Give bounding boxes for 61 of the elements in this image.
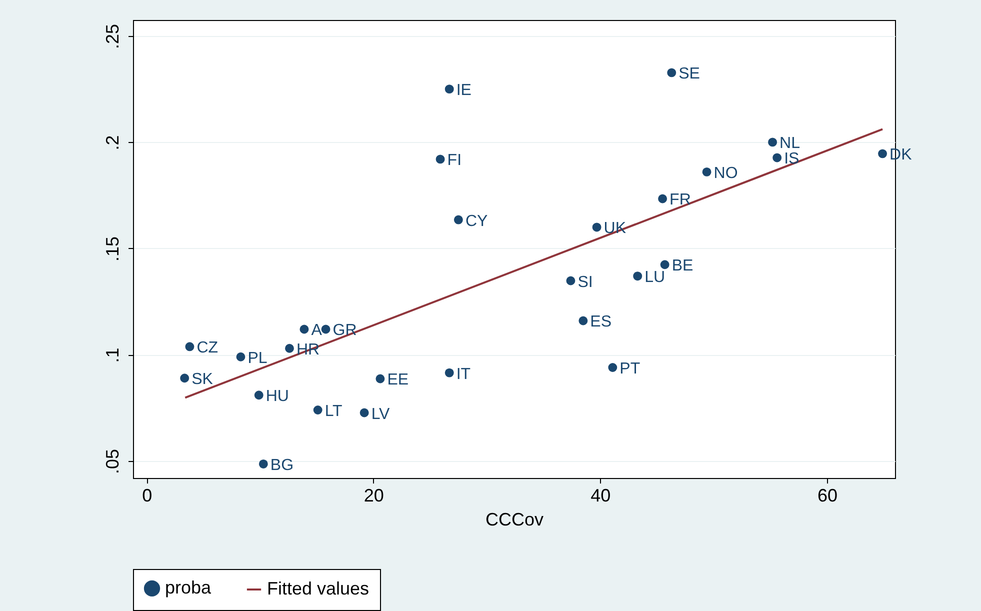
data-label: FI [447, 152, 462, 170]
legend-label: proba [165, 577, 212, 598]
data-label: BG [270, 456, 294, 474]
data-label: CY [465, 212, 488, 230]
y-tick-label: .1 [102, 348, 122, 363]
data-label: FR [670, 192, 691, 209]
point [444, 368, 454, 378]
point [578, 316, 588, 326]
legend-label: Fitted values [267, 578, 370, 598]
data-label: PL [248, 350, 268, 367]
point [300, 324, 309, 334]
data-label: ES [590, 314, 612, 331]
data-label: BE [672, 258, 694, 275]
point [376, 374, 385, 384]
data-label: CZ [196, 340, 218, 357]
data-label: SI [578, 274, 593, 291]
point [185, 342, 194, 352]
data-label: A [311, 322, 322, 340]
x-tick-label: 0 [142, 486, 152, 506]
data-label: IE [456, 82, 472, 100]
y-tick-label: .2 [102, 135, 122, 150]
x-axis-title: CCCov [485, 510, 544, 530]
data-label: LU [644, 269, 666, 286]
data-label: SE [678, 66, 700, 83]
data-label: EE [387, 372, 409, 389]
x-tick-label: 60 [817, 486, 838, 506]
point [360, 408, 369, 418]
point [254, 390, 264, 400]
point [702, 167, 712, 176]
y-tick-label: .05 [102, 448, 122, 474]
point [444, 84, 454, 94]
point [772, 153, 782, 162]
point [658, 194, 668, 204]
point [236, 352, 246, 362]
point [608, 363, 618, 372]
point [258, 460, 268, 468]
point [768, 138, 778, 147]
data-label: SK [192, 371, 214, 388]
data-label: IT [456, 366, 471, 383]
point [313, 406, 322, 414]
data-label: GR [332, 322, 357, 340]
data-label: PT [620, 360, 640, 378]
data-label: LT [324, 402, 343, 420]
y-tick-label: .15 [102, 236, 122, 262]
point [454, 215, 463, 224]
point [660, 260, 670, 270]
x-tick-label: 20 [364, 486, 384, 506]
point [180, 374, 190, 383]
point [667, 68, 676, 78]
point [285, 344, 294, 353]
data-label: NL [780, 135, 800, 152]
x-tick-label: 40 [590, 486, 611, 506]
point [566, 276, 576, 286]
data-label: NO [714, 164, 738, 182]
point [878, 149, 887, 158]
point [436, 154, 445, 164]
y-tick-label: .25 [102, 24, 122, 49]
point [633, 272, 642, 281]
data-label: LV [371, 406, 390, 423]
data-label: HU [266, 388, 289, 406]
point [592, 222, 602, 232]
